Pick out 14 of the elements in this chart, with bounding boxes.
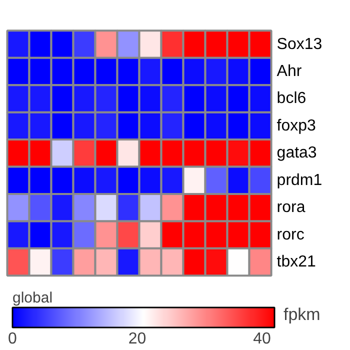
y-tick-label: gata3 xyxy=(276,144,317,162)
y-tick-label: tbx21 xyxy=(276,254,316,271)
color-bar-label: 0 xyxy=(8,330,18,348)
color-bar-title: fpkm xyxy=(284,305,320,324)
y-tick-label: Sox13 xyxy=(276,36,322,53)
y-tick-label: rorc xyxy=(276,226,304,244)
y-tick-label: foxp3 xyxy=(276,117,316,134)
y-tick-label: Ahr xyxy=(276,63,302,80)
y-tick-label: prdm1 xyxy=(276,172,322,189)
legend-title: global xyxy=(12,290,53,306)
color-bar-label: 20 xyxy=(128,330,146,348)
color-bar-label: 40 xyxy=(253,330,272,348)
y-tick-label: rora xyxy=(276,199,306,216)
y-tick-label: bcl6 xyxy=(276,90,306,108)
